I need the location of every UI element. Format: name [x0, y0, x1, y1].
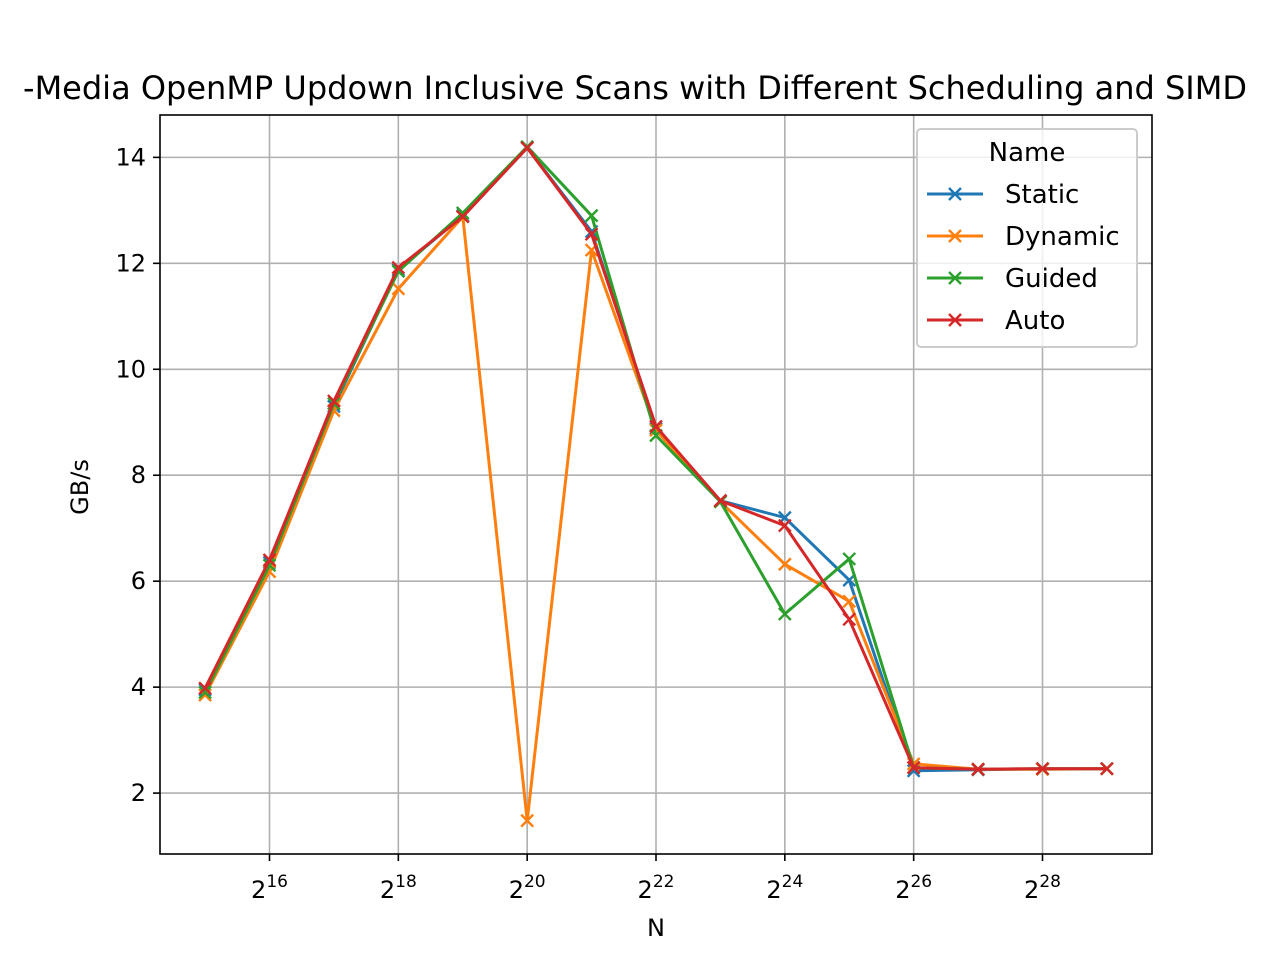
x-tick-base: 2 — [766, 876, 781, 904]
legend: Name Static Dynamic Guided Auto — [916, 128, 1138, 348]
legend-label: Static — [1005, 180, 1079, 210]
x-tick-base: 2 — [380, 876, 395, 904]
data-point-marker — [455, 206, 470, 220]
y-axis-label: GB/s — [66, 459, 94, 515]
plot-area-frame — [159, 114, 1153, 855]
legend-label: Dynamic — [1005, 222, 1120, 252]
legend-title: Name — [989, 138, 1066, 168]
data-point-marker — [198, 681, 212, 696]
data-point-marker — [1100, 761, 1114, 776]
data-point-marker — [584, 208, 599, 223]
x-tick-label: 222 — [638, 872, 675, 904]
x-axis-label: N — [647, 914, 665, 942]
x-tick-label: 218 — [380, 872, 417, 904]
legend-swatch-marker — [948, 187, 962, 201]
legend-item-auto: Auto — [927, 306, 1065, 336]
series-auto — [198, 140, 1114, 777]
legend-item-dynamic: Dynamic — [927, 222, 1120, 252]
data-point-marker — [842, 552, 857, 566]
data-point-marker — [777, 607, 792, 621]
data-point-marker — [262, 553, 277, 567]
data-point-marker — [327, 394, 341, 408]
y-tick-label: 8 — [131, 461, 146, 489]
chart-title: -Media OpenMP Updown Inclusive Scans wit… — [23, 69, 1247, 107]
data-point-marker — [584, 227, 599, 242]
data-point-marker — [713, 493, 728, 508]
x-tick-exponent: 24 — [782, 872, 804, 892]
legend-item-static: Static — [927, 180, 1079, 210]
data-point-marker — [842, 612, 857, 627]
x-tick-exponent: 18 — [395, 872, 417, 892]
data-point-marker — [520, 813, 535, 828]
series-layer — [198, 139, 1114, 828]
data-point-marker — [842, 594, 857, 609]
data-point-marker — [906, 760, 921, 775]
x-tick-label: 220 — [509, 872, 546, 904]
x-tick-label: 228 — [1024, 872, 1061, 904]
y-tick-label: 14 — [115, 143, 146, 171]
x-tick-exponent: 16 — [266, 872, 288, 892]
data-point-marker — [520, 140, 535, 155]
data-point-marker — [455, 209, 470, 224]
data-point-marker — [391, 281, 406, 296]
data-point-marker — [391, 260, 406, 275]
legend-label: Guided — [1005, 264, 1098, 294]
legend-swatch-marker — [948, 229, 962, 243]
data-point-marker — [971, 762, 985, 777]
legend-box — [916, 128, 1138, 348]
x-tick-exponent: 28 — [1039, 872, 1061, 892]
x-tick-base: 2 — [638, 876, 653, 904]
x-tick-label: 224 — [766, 872, 803, 904]
data-point-marker — [1035, 761, 1050, 776]
x-tick-base: 2 — [251, 876, 266, 904]
x-tick-label: 216 — [251, 872, 288, 904]
x-tick-base: 2 — [1024, 876, 1039, 904]
data-point-marker — [777, 518, 792, 533]
x-tick-base: 2 — [509, 876, 524, 904]
legend-item-guided: Guided — [927, 264, 1098, 294]
y-tick-label: 2 — [131, 779, 146, 807]
y-tick-label: 6 — [131, 567, 146, 595]
data-point-marker — [198, 685, 212, 700]
legend-swatch-marker — [948, 313, 962, 327]
x-tick-base: 2 — [895, 876, 910, 904]
legend-label: Auto — [1005, 306, 1065, 336]
x-tick-exponent: 20 — [524, 872, 546, 892]
legend-swatch-marker — [948, 271, 962, 285]
data-point-marker — [777, 557, 792, 572]
y-tick-label: 4 — [131, 673, 146, 701]
y-tick-label: 12 — [115, 249, 146, 277]
y-tick-label: 10 — [115, 355, 146, 383]
x-tick-exponent: 22 — [653, 872, 675, 892]
x-tick-exponent: 26 — [910, 872, 932, 892]
data-point-marker — [649, 419, 663, 434]
x-tick-label: 226 — [895, 872, 932, 904]
